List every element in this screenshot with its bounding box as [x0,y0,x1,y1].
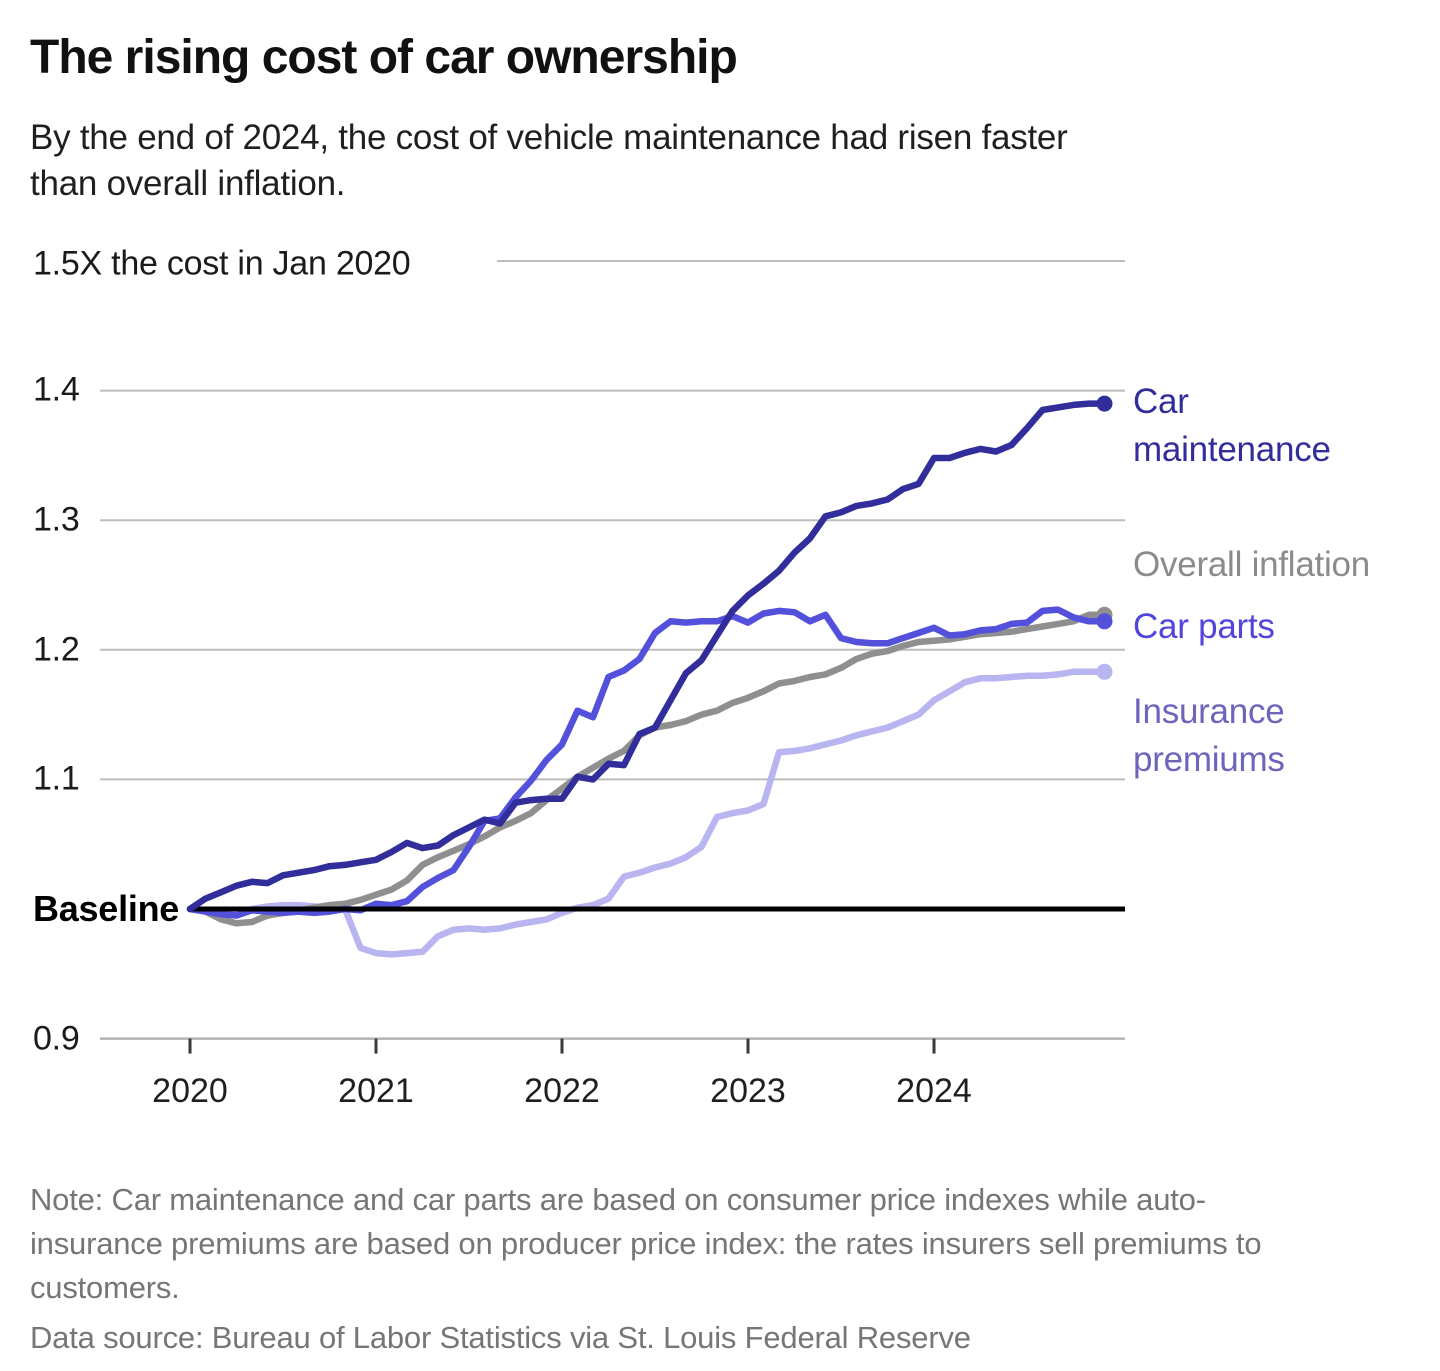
y-tick-label-1-1: 1.1 [33,759,80,798]
series-label-insurance-premiums-line1: Insurance [1133,692,1285,731]
x-tick-label-2021: 2021 [338,1072,414,1110]
series-label-insurance-premiums-line2: premiums [1133,740,1285,779]
series-label-car-maintenance: Car maintenance [1133,378,1331,474]
footnote: Note: Car maintenance and car parts are … [30,1182,1262,1305]
page-subtitle: By the end of 2024, the cost of vehicle … [30,118,1068,203]
series-label-car-maintenance-line2: maintenance [1133,430,1331,469]
data-source: Data source: Bureau of Labor Statistics … [30,1320,971,1355]
series-label-car-parts: Car parts [1133,607,1275,646]
x-tick-label-2023: 2023 [710,1072,786,1110]
end-dot-car-parts [1096,613,1113,630]
series-label-overall-inflation: Overall inflation [1133,545,1370,584]
series-label-insurance-premiums: Insurance premiums [1133,688,1285,784]
x-tick-label-2020: 2020 [152,1072,228,1110]
end-dot-insurance-premiums [1096,663,1113,680]
y-tick-label-0-9: 0.9 [33,1019,80,1058]
line-car-maintenance [186,400,1108,913]
x-tick-label-2022: 2022 [524,1072,600,1110]
series-label-car-maintenance-line1: Car [1133,382,1189,421]
x-tick-label-2024: 2024 [896,1072,972,1110]
line-overall-inflation [186,611,1108,927]
baseline-label: Baseline [33,888,180,929]
y-tick-label-1-4: 1.4 [33,370,80,409]
y-tick-label-1-2: 1.2 [33,630,80,669]
end-dot-car-maintenance [1096,395,1113,412]
y-axis-top-label: 1.5X the cost in Jan 2020 [33,244,411,283]
y-tick-label-1-3: 1.3 [33,500,80,539]
page-title: The rising cost of car ownership [30,31,738,84]
